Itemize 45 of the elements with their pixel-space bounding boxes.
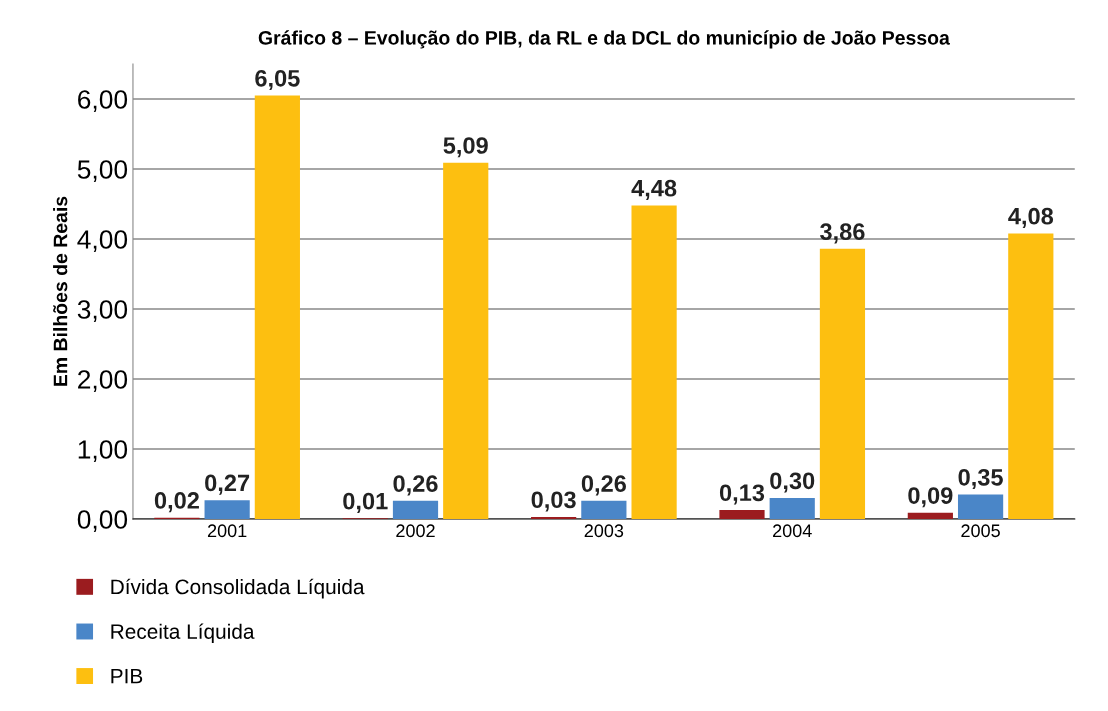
data-label: 0,30 [770, 472, 815, 493]
data-label: 0,03 [531, 491, 576, 512]
bar [254, 95, 300, 520]
y-tick-label: 5,00 [77, 160, 128, 182]
legend-label: Receita Líquida [111, 623, 255, 644]
data-label: 0,35 [958, 468, 1003, 490]
bar [392, 500, 439, 520]
bar [204, 500, 250, 520]
data-label: 0,02 [154, 492, 199, 513]
bar [1008, 233, 1054, 520]
bar [907, 512, 953, 520]
data-label: 0,26 [393, 475, 438, 496]
bar [957, 494, 1004, 520]
data-label: 6,05 [255, 69, 300, 91]
data-label: 4,48 [631, 179, 677, 200]
bar [443, 162, 489, 520]
x-tick-label: 2002 [396, 524, 435, 538]
bar [531, 516, 577, 520]
data-label: 0,01 [343, 492, 388, 513]
bar [769, 498, 815, 520]
legend-label: PIB [111, 668, 143, 684]
data-label: 0,09 [908, 487, 953, 508]
y-axis-title: Em Bilhões de Reais [53, 196, 68, 386]
legend-label: Dívida Consolidada Líquida [111, 578, 365, 599]
bar [819, 248, 866, 520]
y-tick-label: 1,00 [78, 440, 128, 462]
y-tick-label: 3,00 [77, 300, 128, 322]
y-tick-label: 2,00 [78, 370, 128, 392]
bar [719, 509, 765, 520]
bar [581, 500, 627, 520]
data-label: 3,86 [820, 223, 865, 244]
x-tick-label: 2004 [773, 524, 812, 538]
chart-title: Gráfico 8 – Evolução do PIB, da RL e da DCL do município de João Pessoa [258, 30, 950, 49]
data-label: 0,13 [719, 484, 765, 505]
data-label: 5,09 [443, 137, 488, 158]
x-tick-label: 2003 [584, 524, 624, 538]
y-tick-label: 4,00 [77, 230, 128, 252]
y-tick-label: 6,00 [78, 90, 128, 112]
bar [631, 205, 677, 520]
x-tick-label: 2005 [961, 524, 1000, 538]
y-tick-label: 0,00 [77, 510, 128, 532]
data-label: 0,26 [581, 475, 626, 496]
data-label: 4,08 [1008, 207, 1054, 228]
data-label: 0,27 [205, 474, 250, 495]
x-tick-label: 2001 [207, 524, 247, 538]
